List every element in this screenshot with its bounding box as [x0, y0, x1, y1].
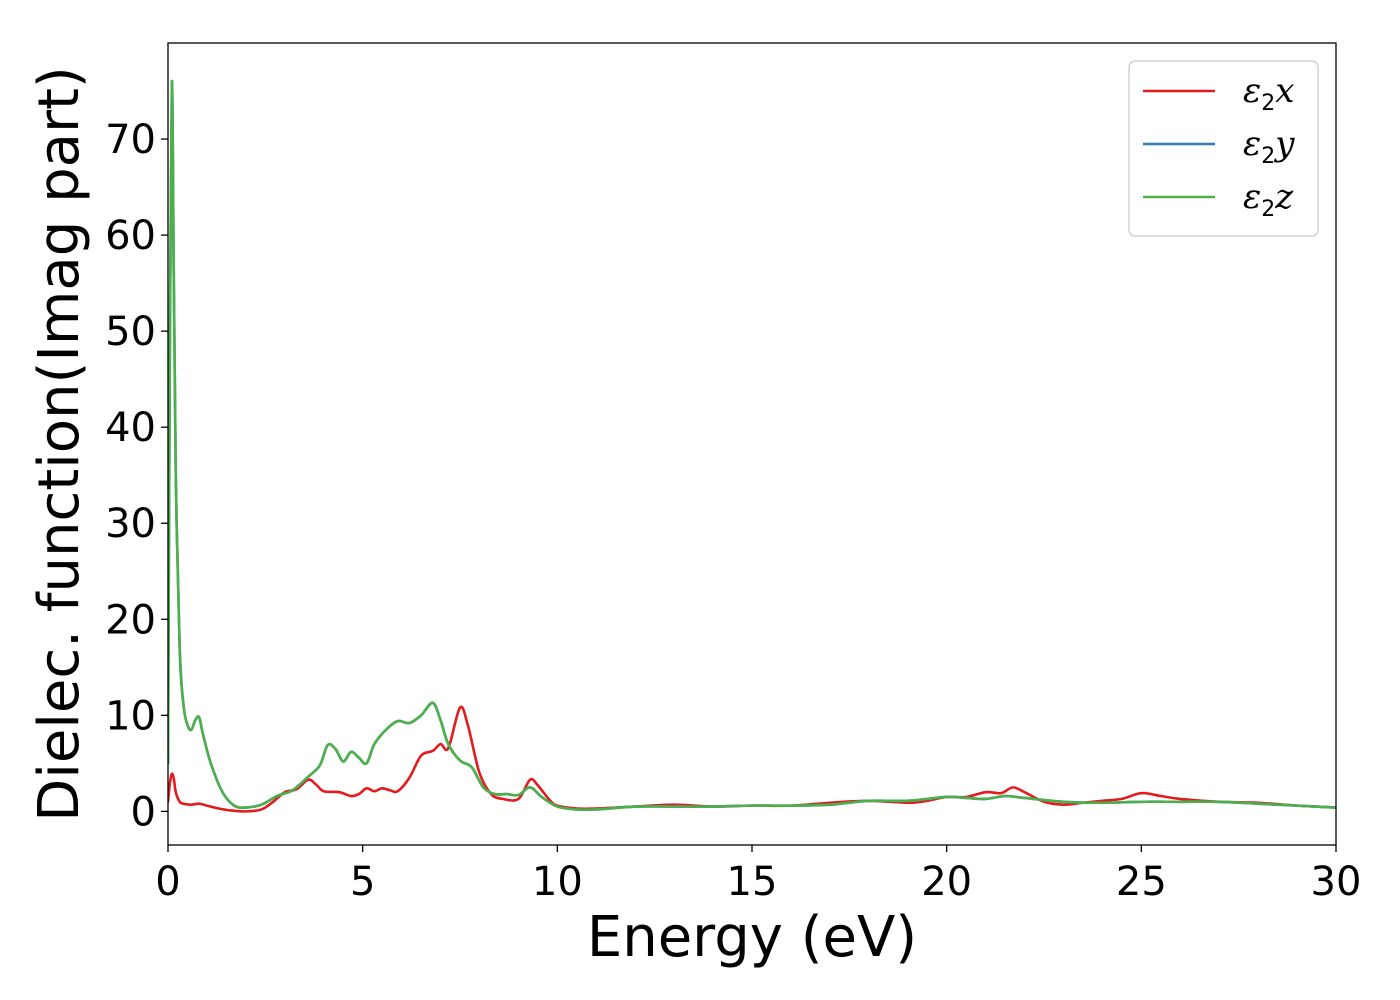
legend-box: [1128, 60, 1319, 237]
x-axis-title: Energy (eV): [587, 905, 917, 970]
x-tick-label: 25: [1116, 859, 1167, 905]
x-tick-label: 15: [727, 859, 778, 905]
x-tick-label: 0: [155, 859, 180, 905]
y-axis: 0 10 20 30 40 50 60 70: [105, 117, 168, 835]
legend-label-x: ε2x: [1243, 71, 1294, 116]
y-axis-title: Dielec. function(Imag part): [27, 66, 92, 822]
y-tick-label: 30: [105, 501, 156, 547]
y-tick-label: 20: [105, 597, 156, 643]
x-tick-label: 30: [1311, 859, 1362, 905]
x-tick-label: 5: [350, 859, 375, 905]
y-tick-label: 70: [105, 117, 156, 163]
series-line-z: [168, 80, 1336, 812]
y-tick-label: 50: [105, 309, 156, 355]
y-tick-label: 60: [105, 213, 156, 259]
series-line-x: [168, 705, 1336, 813]
y-tick-label: 0: [131, 789, 156, 835]
x-tick-label: 10: [532, 859, 583, 905]
y-tick-label: 10: [105, 693, 156, 739]
legend-label-y: ε2y: [1243, 124, 1295, 169]
x-tick-label: 20: [921, 859, 972, 905]
x-axis: 0 5 10 15 20 25 30: [155, 845, 1361, 905]
legend: ε2x ε2y ε2z: [1128, 60, 1319, 237]
legend-label-z: ε2z: [1243, 177, 1294, 222]
y-tick-label: 40: [105, 405, 156, 451]
series-layer: [168, 80, 1336, 813]
